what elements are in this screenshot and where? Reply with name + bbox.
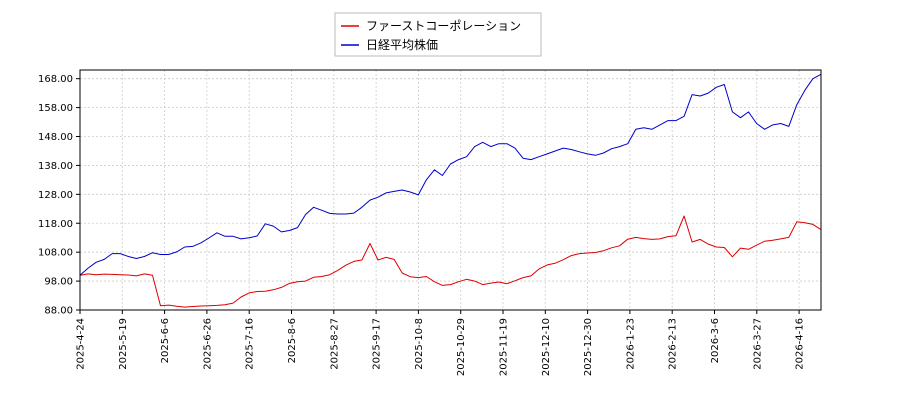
- series-layer: [79, 73, 822, 308]
- y-tick-label: 168.00: [38, 74, 73, 85]
- grid: [80, 70, 821, 311]
- x-tick-label: 2026-2-13: [668, 318, 679, 370]
- plot-frame: [79, 69, 822, 311]
- y-axis: 88.00 98.00 108.00 118.00 128.00 138.00 148.00…: [38, 74, 80, 317]
- x-tick-label: 2025-4-24: [76, 318, 87, 370]
- x-tick-label: 2025-11-19: [499, 318, 510, 376]
- x-tick-label: 2025-10-29: [456, 318, 467, 376]
- x-tick-label: 2025-5-19: [118, 318, 129, 370]
- y-tick-label: 148.00: [38, 132, 73, 143]
- y-tick-label: 138.00: [38, 161, 73, 172]
- x-tick-label: 2025-8-27: [329, 318, 340, 370]
- x-tick-label: 2025-12-30: [583, 318, 594, 376]
- y-tick-label: 88.00: [44, 306, 73, 317]
- y-tick-label: 128.00: [38, 190, 73, 201]
- y-tick-label: 158.00: [38, 103, 73, 114]
- y-tick-label: 98.00: [44, 277, 73, 288]
- x-tick-label: 2025-6-26: [202, 318, 213, 370]
- y-tick-label: 118.00: [38, 219, 73, 230]
- x-tick-label: 2025-12-10: [541, 318, 552, 376]
- x-tick-label: 2025-6-6: [160, 318, 171, 363]
- x-tick-label: 2025-9-17: [372, 318, 383, 370]
- x-tick-label: 2026-3-6: [710, 318, 721, 363]
- legend-box: [334, 12, 542, 57]
- series-line-1: [79, 73, 822, 276]
- legend: ファーストコーポレーション 日経平均株価: [334, 12, 542, 57]
- x-tick-label: 2026-3-27: [752, 318, 763, 370]
- x-tick-label: 2025-7-16: [245, 318, 256, 370]
- y-tick-label: 108.00: [38, 248, 73, 259]
- x-tick-label: 2026-4-16: [795, 318, 806, 370]
- x-tick-label: 2025-10-8: [414, 318, 425, 370]
- x-tick-label: 2026-1-23: [625, 318, 636, 370]
- plot-area: [80, 70, 821, 310]
- legend-label-nikkei: 日経平均株価: [366, 37, 438, 52]
- x-axis: 2025-4-24 2025-5-19 2025-6-6 2025-6-26 2025-…: [76, 310, 806, 376]
- x-tick-label: 2025-8-6: [287, 318, 298, 363]
- series-line-0: [79, 215, 822, 308]
- legend-label-first-corporation: ファーストコーポレーション: [366, 19, 521, 33]
